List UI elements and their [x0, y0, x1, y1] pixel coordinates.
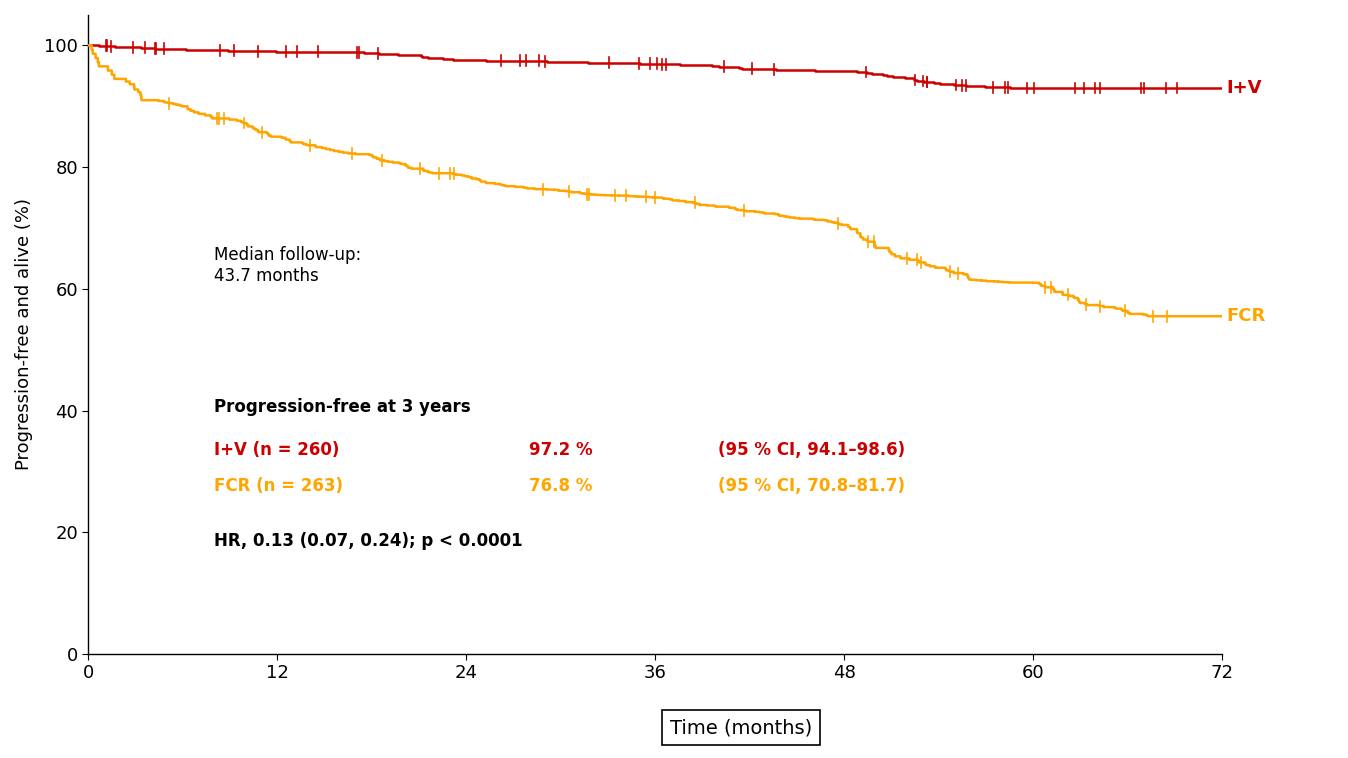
Text: Time (months): Time (months) [670, 718, 813, 738]
Text: I+V: I+V [1227, 79, 1262, 97]
Text: (95 % CI, 94.1–98.6): (95 % CI, 94.1–98.6) [718, 441, 906, 459]
Text: 76.8 %: 76.8 % [530, 478, 593, 496]
Text: 97.2 %: 97.2 % [530, 441, 593, 459]
Text: Median follow-up:
43.7 months: Median follow-up: 43.7 months [214, 246, 361, 285]
Text: FCR: FCR [1227, 307, 1266, 325]
Text: Progression-free at 3 years: Progression-free at 3 years [214, 399, 470, 416]
Text: (95 % CI, 70.8–81.7): (95 % CI, 70.8–81.7) [718, 478, 905, 496]
Text: I+V (n = 260): I+V (n = 260) [214, 441, 340, 459]
Text: FCR (n = 263): FCR (n = 263) [214, 478, 344, 496]
Text: HR, 0.13 (0.07, 0.24); p < 0.0001: HR, 0.13 (0.07, 0.24); p < 0.0001 [214, 532, 523, 550]
Y-axis label: Progression-free and alive (%): Progression-free and alive (%) [15, 199, 32, 471]
